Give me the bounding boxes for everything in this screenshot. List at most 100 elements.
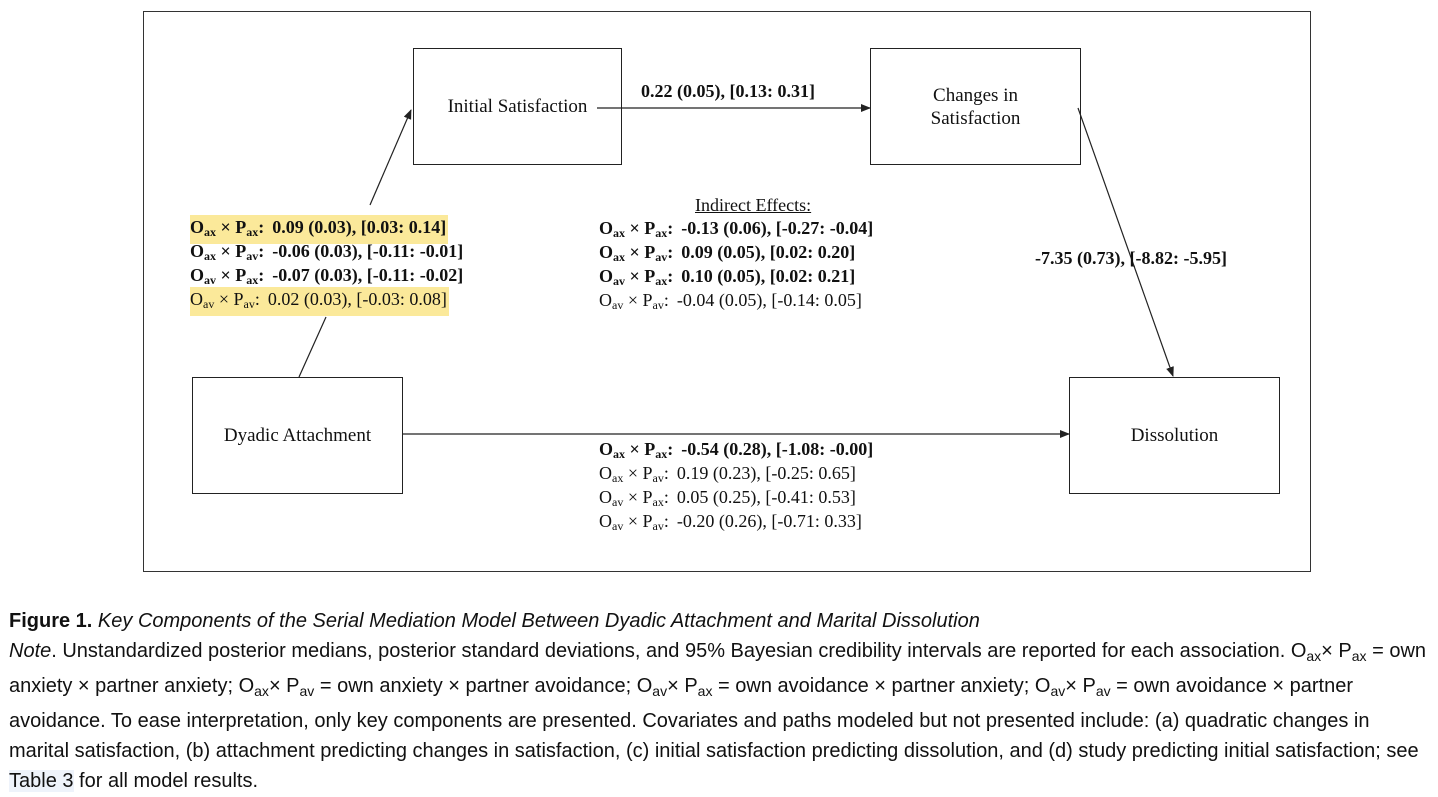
indirect-label-part: × P	[623, 290, 653, 310]
def1-o-sub: ax	[1306, 648, 1322, 664]
def4-o-sub: av	[1050, 683, 1066, 699]
att-to-initial-label-part: av	[243, 297, 255, 311]
direct-label-part: av	[612, 519, 624, 533]
att-to-initial-label-part: :	[258, 241, 265, 261]
arrow-dyadic-to-initial-upper	[369, 109, 412, 206]
direct-value-3: -0.20 (0.26), [-0.71: 0.33]	[676, 511, 862, 531]
direct-label-part: ax	[613, 447, 626, 461]
direct-label-part: :	[667, 439, 674, 459]
direct-label-part: × P	[623, 463, 653, 483]
def1-text: = own anxiety × partner anxiety;	[9, 640, 1427, 697]
att-to-initial-label-part: O	[190, 217, 205, 237]
def2-o: O	[238, 675, 255, 697]
path-changes-to-dissolution-label: -7.35 (0.73), [-8.82: -5.95]	[1035, 248, 1227, 268]
indirect-value-1: 0.09 (0.05), [0.02: 0.20]	[681, 242, 856, 262]
direct-row-0: Oax × Pax: -0.54 (0.28), [-1.08: -0.00]	[599, 437, 873, 466]
indirect-label-part: av	[613, 274, 626, 288]
indirect-row-2: Oav × Pax: 0.10 (0.05), [0.02: 0.21]	[599, 264, 855, 293]
direct-label-part: ax	[655, 447, 668, 461]
indirect-label-part: ax	[613, 250, 626, 264]
att-to-initial-label-part: ax	[204, 249, 217, 263]
att-to-initial-label-part: × P	[216, 265, 247, 285]
att-to-initial-label-part: ax	[246, 273, 259, 287]
att-to-initial-value-0: 0.09 (0.03), [0.03: 0.14]	[272, 217, 447, 237]
figure-title: Key Components of the Serial Mediation M…	[97, 610, 980, 632]
att-to-initial-label-part: × P	[214, 289, 244, 309]
note-end: for all model results.	[73, 770, 259, 792]
att-to-initial-label-0: Oax × Pax:	[190, 217, 264, 239]
att-to-initial-row-1: Oax × Pav: -0.06 (0.03), [-0.11: -0.01]	[190, 239, 463, 268]
direct-label-part: O	[599, 439, 614, 459]
def2-p-sub: av	[299, 683, 315, 699]
changes-satisfaction-label-2: Satisfaction	[930, 107, 1021, 129]
att-to-initial-value-1: -0.06 (0.03), [-0.11: -0.01]	[272, 241, 464, 261]
att-to-initial-label-part: × P	[216, 241, 247, 261]
att-to-initial-label-1: Oax × Pav:	[190, 241, 265, 263]
direct-label-part: av	[612, 495, 624, 509]
indirect-label-part: ax	[613, 226, 626, 240]
note-text-1: . Unstandardized posterior medians, post…	[51, 640, 1291, 662]
def3-text: = own avoidance × partner anxiety;	[712, 675, 1035, 697]
att-to-initial-label-part: av	[246, 249, 259, 263]
indirect-label-part: O	[599, 266, 614, 286]
direct-label-3: Oav × Pav:	[599, 511, 669, 533]
att-to-initial-row-0: Oax × Pax: 0.09 (0.03), [0.03: 0.14]	[190, 215, 449, 244]
def3-o-sub: av	[652, 683, 668, 699]
att-to-initial-label-2: Oav × Pax:	[190, 265, 265, 287]
def1-p-sub: ax	[1351, 648, 1367, 664]
att-to-initial-label-part: O	[190, 241, 205, 261]
def4-text: = own avoidance × partner avoidance. To …	[9, 675, 1419, 762]
att-to-initial-value-2: -0.07 (0.03), [-0.11: -0.02]	[272, 265, 464, 285]
table-3-link[interactable]: Table 3	[9, 770, 74, 792]
att-to-initial-label-part: O	[190, 265, 205, 285]
indirect-label-part: :	[663, 290, 669, 310]
indirect-label-part: ax	[655, 226, 668, 240]
indirect-row-1: Oax × Pav: 0.09 (0.05), [0.02: 0.20]	[599, 240, 855, 269]
dyadic-attachment-box: Dyadic Attachment	[192, 377, 403, 494]
direct-label-part: :	[663, 463, 669, 483]
direct-label-2: Oav × Pax:	[599, 487, 669, 509]
indirect-label-0: Oax × Pax:	[599, 218, 674, 240]
indirect-value-0: -0.13 (0.06), [-0.27: -0.04]	[681, 218, 874, 238]
direct-label-0: Oax × Pax:	[599, 439, 674, 461]
def4-o: O	[1034, 675, 1051, 697]
direct-label-1: Oax × Pav:	[599, 463, 669, 485]
path-initial-to-changes-label: 0.22 (0.05), [0.13: 0.31]	[641, 81, 815, 101]
indirect-row-0: Oax × Pax: -0.13 (0.06), [-0.27: -0.04]	[599, 216, 873, 245]
direct-label-part: :	[663, 511, 669, 531]
direct-value-1: 0.19 (0.23), [-0.25: 0.65]	[676, 463, 856, 483]
att-to-initial-label-part: ax	[246, 225, 259, 239]
att-to-initial-label-part: × P	[216, 217, 247, 237]
changes-satisfaction-box: Changes in Satisfaction	[870, 48, 1081, 165]
indirect-label-part: O	[599, 218, 614, 238]
dyadic-attachment-label: Dyadic Attachment	[223, 425, 372, 446]
direct-label-part: av	[652, 519, 664, 533]
indirect-label-part: ax	[655, 274, 668, 288]
att-to-initial-label-part: av	[204, 273, 217, 287]
direct-row-3: Oav × Pav: -0.20 (0.26), [-0.71: 0.33]	[599, 509, 862, 538]
indirect-value-2: 0.10 (0.05), [0.02: 0.21]	[681, 266, 856, 286]
indirect-value-3: -0.04 (0.05), [-0.14: 0.05]	[676, 290, 862, 310]
att-to-initial-label-part: :	[254, 289, 260, 309]
figure-caption: Figure 1. Key Components of the Serial M…	[9, 606, 1434, 796]
figure-frame	[143, 11, 1311, 572]
indirect-label-part: :	[667, 218, 674, 238]
indirect-effects-title: Indirect Effects:	[695, 195, 812, 215]
indirect-label-part: :	[667, 266, 674, 286]
arrow-changes-to-dissolution	[1077, 107, 1174, 377]
att-to-initial-label-part: O	[190, 289, 203, 309]
direct-label-part: × P	[623, 511, 653, 531]
indirect-label-part: :	[667, 242, 674, 262]
direct-label-part: O	[599, 511, 612, 531]
def1-o: O	[1290, 640, 1307, 662]
def3-p-sub: ax	[697, 683, 713, 699]
att-to-initial-label-part: :	[258, 265, 265, 285]
att-to-initial-label-3: Oav × Pav:	[190, 289, 260, 311]
indirect-label-part: O	[599, 290, 612, 310]
indirect-label-part: × P	[625, 218, 656, 238]
initial-satisfaction-box: Initial Satisfaction	[413, 48, 622, 165]
indirect-row-3: Oav × Pav: -0.04 (0.05), [-0.14: 0.05]	[599, 288, 862, 317]
direct-label-part: × P	[623, 487, 653, 507]
indirect-label-part: × P	[625, 242, 656, 262]
arrow-dyadic-to-initial-lower	[298, 316, 327, 378]
